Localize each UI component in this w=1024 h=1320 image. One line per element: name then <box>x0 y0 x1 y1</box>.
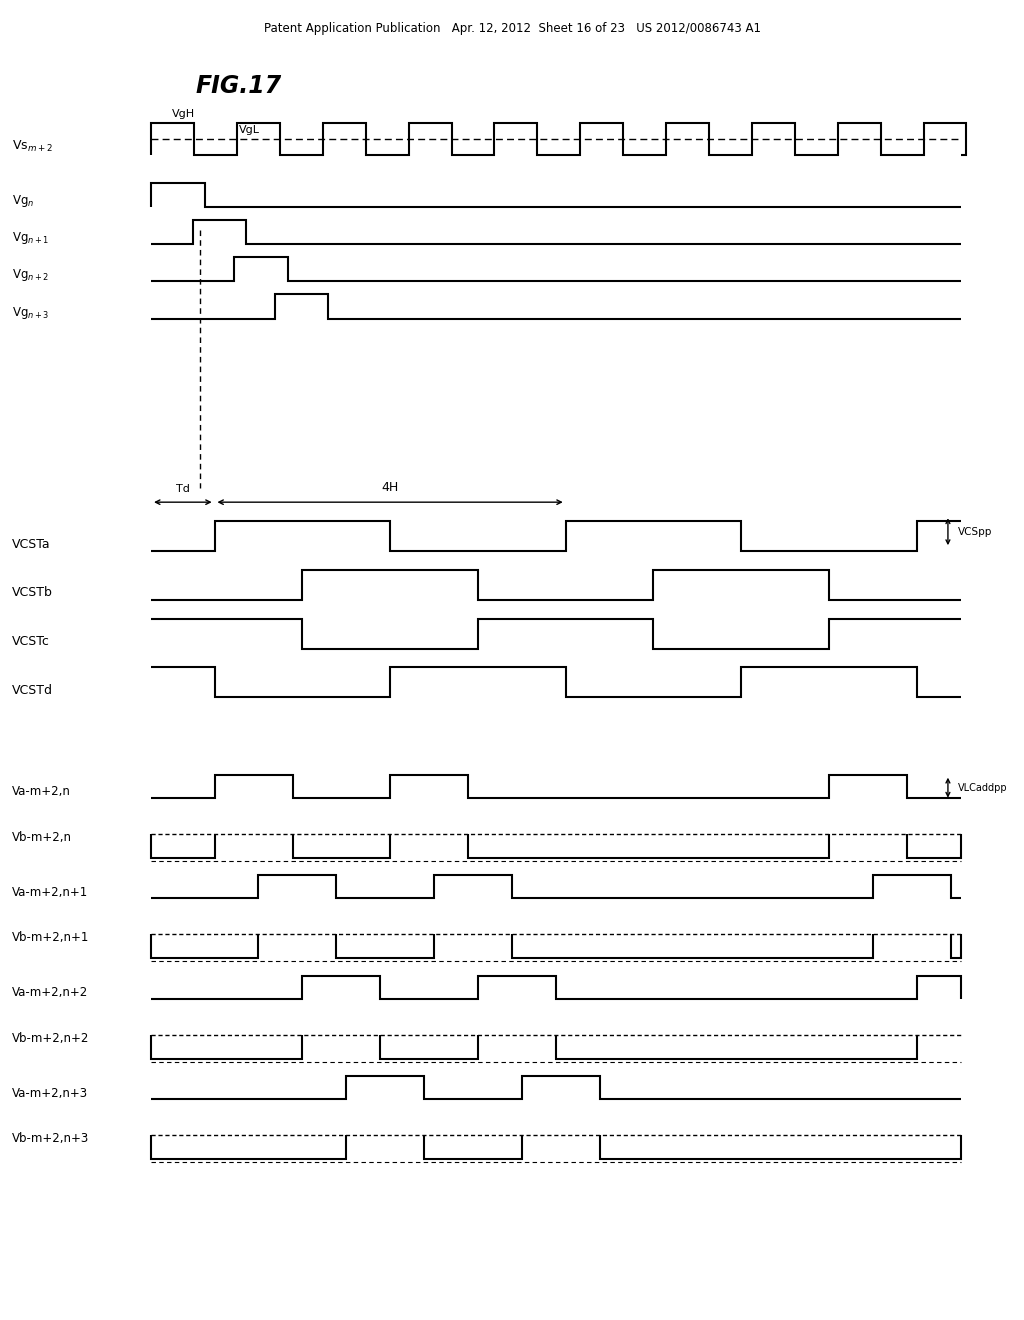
Text: VgL: VgL <box>239 124 260 135</box>
Text: VCSpp: VCSpp <box>957 527 992 537</box>
Text: Va-m+2,n+3: Va-m+2,n+3 <box>11 1086 88 1100</box>
Text: VCSTb: VCSTb <box>11 586 52 599</box>
Text: Vb-m+2,n+1: Vb-m+2,n+1 <box>11 932 89 944</box>
Text: VCSTa: VCSTa <box>11 537 50 550</box>
Text: VgH: VgH <box>172 108 195 119</box>
Text: Va-m+2,n: Va-m+2,n <box>11 785 71 799</box>
Text: $\mathrm{Vg}_{n}$: $\mathrm{Vg}_{n}$ <box>11 193 34 209</box>
Text: Va-m+2,n+2: Va-m+2,n+2 <box>11 986 88 999</box>
Text: $\mathrm{Vg}_{n+3}$: $\mathrm{Vg}_{n+3}$ <box>11 305 49 321</box>
Text: $\mathrm{Vg}_{n+2}$: $\mathrm{Vg}_{n+2}$ <box>11 268 49 284</box>
Text: Vb-m+2,n: Vb-m+2,n <box>11 830 72 843</box>
Text: 4H: 4H <box>382 480 398 494</box>
Text: Va-m+2,n+1: Va-m+2,n+1 <box>11 886 88 899</box>
Text: $\mathrm{Vs}_{m+2}$: $\mathrm{Vs}_{m+2}$ <box>11 139 53 154</box>
Text: Vb-m+2,n+3: Vb-m+2,n+3 <box>11 1133 89 1146</box>
Text: VLCaddpp: VLCaddpp <box>957 783 1008 793</box>
Text: $\mathrm{Vg}_{n+1}$: $\mathrm{Vg}_{n+1}$ <box>11 230 49 246</box>
Text: Patent Application Publication   Apr. 12, 2012  Sheet 16 of 23   US 2012/0086743: Patent Application Publication Apr. 12, … <box>263 22 761 36</box>
Text: VCSTc: VCSTc <box>11 635 49 648</box>
Text: Td: Td <box>176 483 189 494</box>
Text: Vb-m+2,n+2: Vb-m+2,n+2 <box>11 1032 89 1044</box>
Text: FIG.17: FIG.17 <box>195 74 282 98</box>
Text: VCSTd: VCSTd <box>11 684 52 697</box>
